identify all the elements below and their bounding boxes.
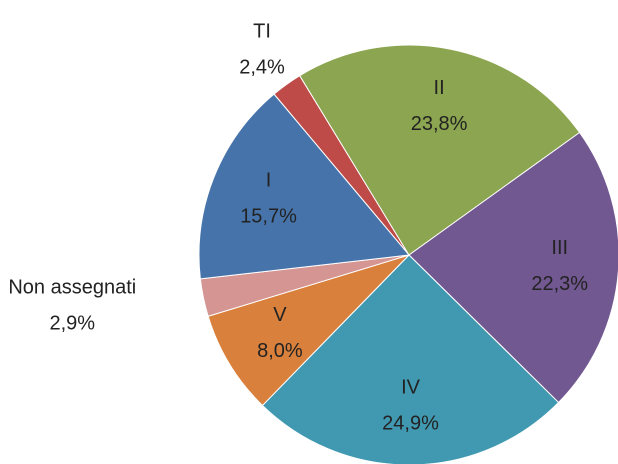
pie-slice — [408, 131, 618, 404]
slice-value-label: 22,3% — [531, 273, 588, 295]
slice-label: III — [551, 237, 568, 259]
slice-label: V — [273, 304, 287, 326]
slice-label: Non assegnati — [8, 277, 136, 299]
pie-slice — [207, 254, 410, 407]
pie-slice — [261, 254, 560, 464]
slice-label: TI — [253, 21, 271, 43]
slice-label: IV — [401, 376, 421, 398]
pie-slice — [198, 93, 410, 280]
slice-value-label: 24,9% — [382, 412, 439, 434]
slice-value-label: 2,4% — [239, 57, 285, 79]
slice-value-label: 8,0% — [257, 340, 303, 362]
slice-value-label: 2,9% — [49, 313, 95, 335]
slice-value-label: 15,7% — [240, 205, 297, 227]
slice-label: I — [266, 169, 272, 191]
slice-label: II — [434, 77, 445, 99]
pie-slice — [299, 44, 581, 256]
slice-value-label: 23,8% — [411, 113, 468, 135]
